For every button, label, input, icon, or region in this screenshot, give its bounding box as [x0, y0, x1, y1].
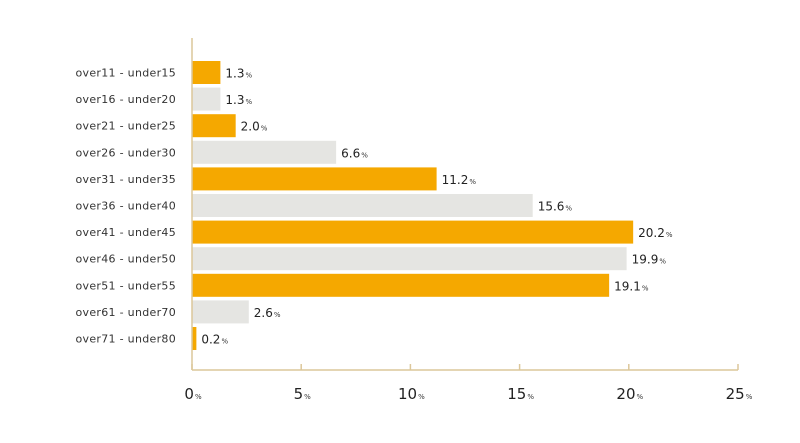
bar-8	[192, 247, 627, 271]
bar-7	[192, 220, 634, 244]
value-labels-group: 1.3% 1.3% 2.0% 6.6% 11.2% 15.6% 20.2% 19.9% 19.1…	[201, 67, 673, 347]
bar-3	[192, 114, 236, 138]
value-label-11: 0.2%	[201, 333, 228, 347]
bar-11	[192, 327, 197, 350]
bar-9	[192, 273, 610, 297]
x-tick-label-0: 0%	[184, 385, 202, 403]
category-label-1: over11 - under15	[75, 67, 176, 80]
category-label-9: over51 - under55	[75, 279, 176, 292]
value-label-1: 1.3%	[225, 67, 252, 81]
value-label-6: 15.6%	[538, 200, 573, 214]
value-label-3: 2.0%	[241, 120, 268, 134]
x-tick-label-25: 25%	[726, 385, 753, 403]
tick-labels-group: 0% 5% 10% 15% 20% 25%	[184, 385, 752, 403]
category-label-5: over31 - under35	[75, 173, 176, 186]
category-label-3: over21 - under25	[75, 120, 176, 133]
value-label-9: 19.1%	[614, 279, 649, 293]
bar-2	[192, 87, 221, 111]
value-label-8: 19.9%	[632, 253, 667, 267]
bar-10	[192, 300, 249, 324]
bar-1	[192, 61, 221, 84]
category-label-7: over41 - under45	[75, 226, 176, 239]
category-label-8: over46 - under50	[75, 253, 176, 266]
category-label-6: over36 - under40	[75, 200, 176, 213]
bar-6	[192, 194, 533, 217]
category-label-2: over16 - under20	[75, 93, 176, 106]
category-label-4: over26 - under30	[75, 146, 176, 159]
bar-4	[192, 140, 337, 164]
category-labels-group: over11 - under15 over16 - under20 over21 -…	[75, 67, 176, 346]
axes-group	[191, 38, 739, 371]
x-tick-label-20: 20%	[616, 385, 643, 403]
category-label-10: over61 - under70	[75, 306, 176, 319]
value-label-10: 2.6%	[254, 306, 281, 320]
x-tick-label-15: 15%	[507, 385, 534, 403]
x-tick-label-10: 10%	[398, 385, 425, 403]
bars-group	[192, 61, 634, 350]
value-label-7: 20.2%	[638, 226, 673, 240]
value-label-4: 6.6%	[341, 146, 368, 160]
bar-5	[192, 167, 437, 191]
value-label-5: 11.2%	[442, 173, 477, 187]
value-label-2: 1.3%	[225, 93, 252, 107]
category-label-11: over71 - under80	[75, 333, 176, 346]
x-tick-label-5: 5%	[294, 385, 312, 403]
